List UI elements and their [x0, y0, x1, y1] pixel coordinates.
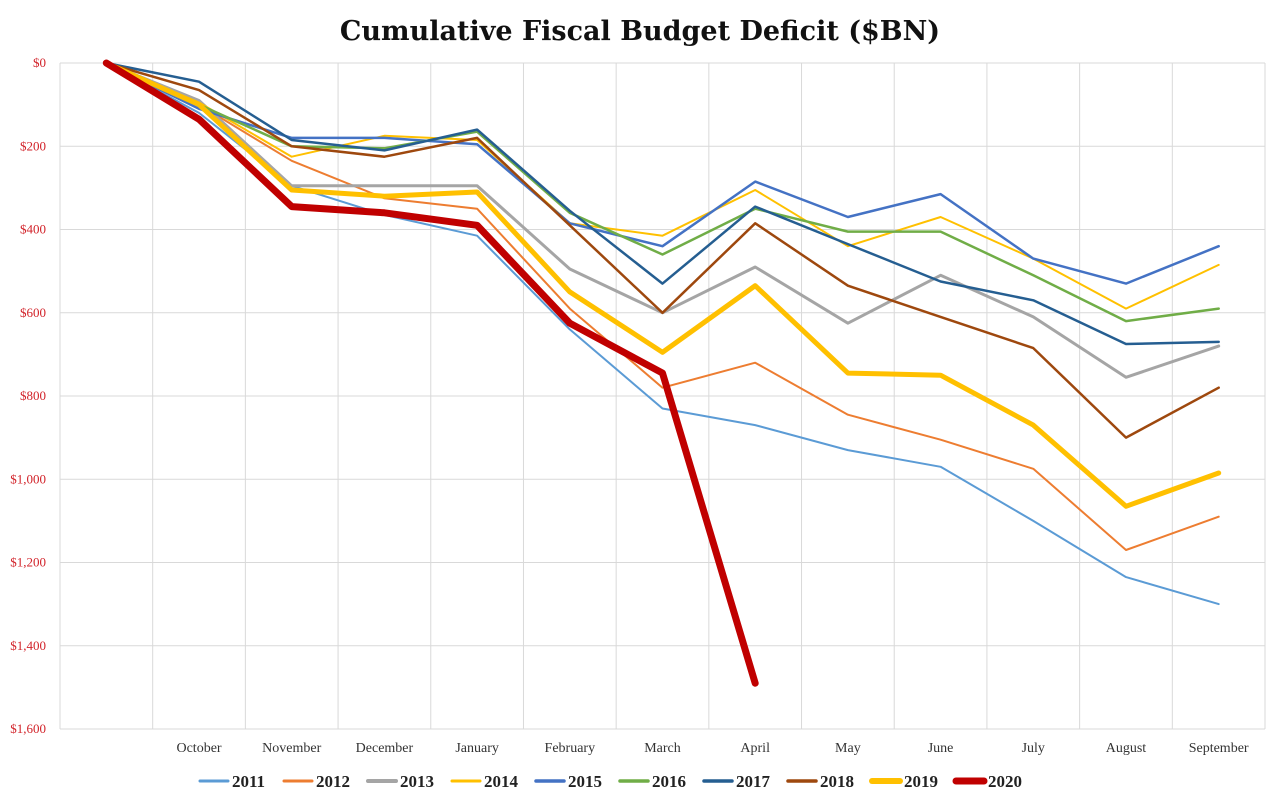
- y-tick-label: $1,400: [10, 638, 46, 653]
- y-tick-label: $200: [20, 138, 46, 153]
- legend-label: 2019: [904, 772, 938, 791]
- y-tick-label: $600: [20, 305, 46, 320]
- y-tick-label: $400: [20, 222, 46, 237]
- legend-item-2012: 2012: [282, 772, 350, 791]
- legend: 2011 2012 2013 2014 2015 2016 2017 2018 2019 2020: [198, 772, 1022, 791]
- legend-label: 2018: [820, 772, 854, 791]
- y-tick-label: $1,200: [10, 555, 46, 570]
- x-tick-label: October: [176, 741, 221, 756]
- series-line-2020: [102, 59, 759, 687]
- x-tick-label: January: [455, 741, 499, 756]
- legend-label: 2016: [652, 772, 686, 791]
- legend-item-2013: 2013: [366, 772, 434, 791]
- x-tick-label: July: [1022, 741, 1045, 756]
- legend-item-2017: 2017: [702, 772, 771, 791]
- grid: [59, 62, 1266, 730]
- legend-item-2018: 2018: [786, 772, 854, 791]
- legend-label: 2012: [316, 772, 350, 791]
- series-line-2015: [105, 61, 1220, 285]
- y-tick-label: $800: [20, 388, 46, 403]
- x-tick-label: April: [740, 741, 770, 756]
- series-lines: [102, 59, 1222, 687]
- x-tick-label: June: [928, 741, 954, 756]
- series-line-2017: [105, 61, 1220, 346]
- series-line-2018: [105, 61, 1220, 439]
- legend-label: 2020: [988, 772, 1022, 791]
- legend-item-2019: 2019: [869, 772, 938, 791]
- legend-label: 2013: [400, 772, 434, 791]
- x-tick-label: May: [835, 741, 861, 756]
- y-tick-label: $1,000: [10, 471, 46, 486]
- legend-item-2020: 2020: [952, 772, 1022, 791]
- series-line-2019: [103, 60, 1222, 509]
- y-tick-label: $1,600: [10, 721, 46, 736]
- x-axis: October November December January February Ma…: [176, 741, 1248, 756]
- series-line-2012: [105, 62, 1220, 551]
- y-tick-label: $0: [33, 55, 46, 70]
- legend-item-2011: 2011: [198, 772, 265, 791]
- series-line-2013: [104, 61, 1221, 379]
- legend-label: 2011: [232, 772, 265, 791]
- x-tick-label: August: [1106, 741, 1147, 756]
- legend-label: 2017: [736, 772, 771, 791]
- x-tick-label: November: [262, 741, 321, 756]
- legend-label: 2014: [484, 772, 519, 791]
- x-tick-label: March: [644, 741, 681, 756]
- y-axis: $0 $200 $400 $600 $800 $1,000 $1,200 $1,400 $1,6…: [10, 55, 46, 736]
- series-line-2011: [105, 62, 1220, 606]
- x-tick-label: February: [545, 741, 596, 756]
- x-tick-label: December: [356, 741, 414, 756]
- legend-item-2015: 2015: [534, 772, 602, 791]
- legend-item-2014: 2014: [450, 772, 519, 791]
- x-tick-label: September: [1189, 741, 1249, 756]
- legend-item-2016: 2016: [618, 772, 686, 791]
- legend-label: 2015: [568, 772, 602, 791]
- chart-title: Cumulative Fiscal Budget Deficit ($BN): [340, 16, 940, 47]
